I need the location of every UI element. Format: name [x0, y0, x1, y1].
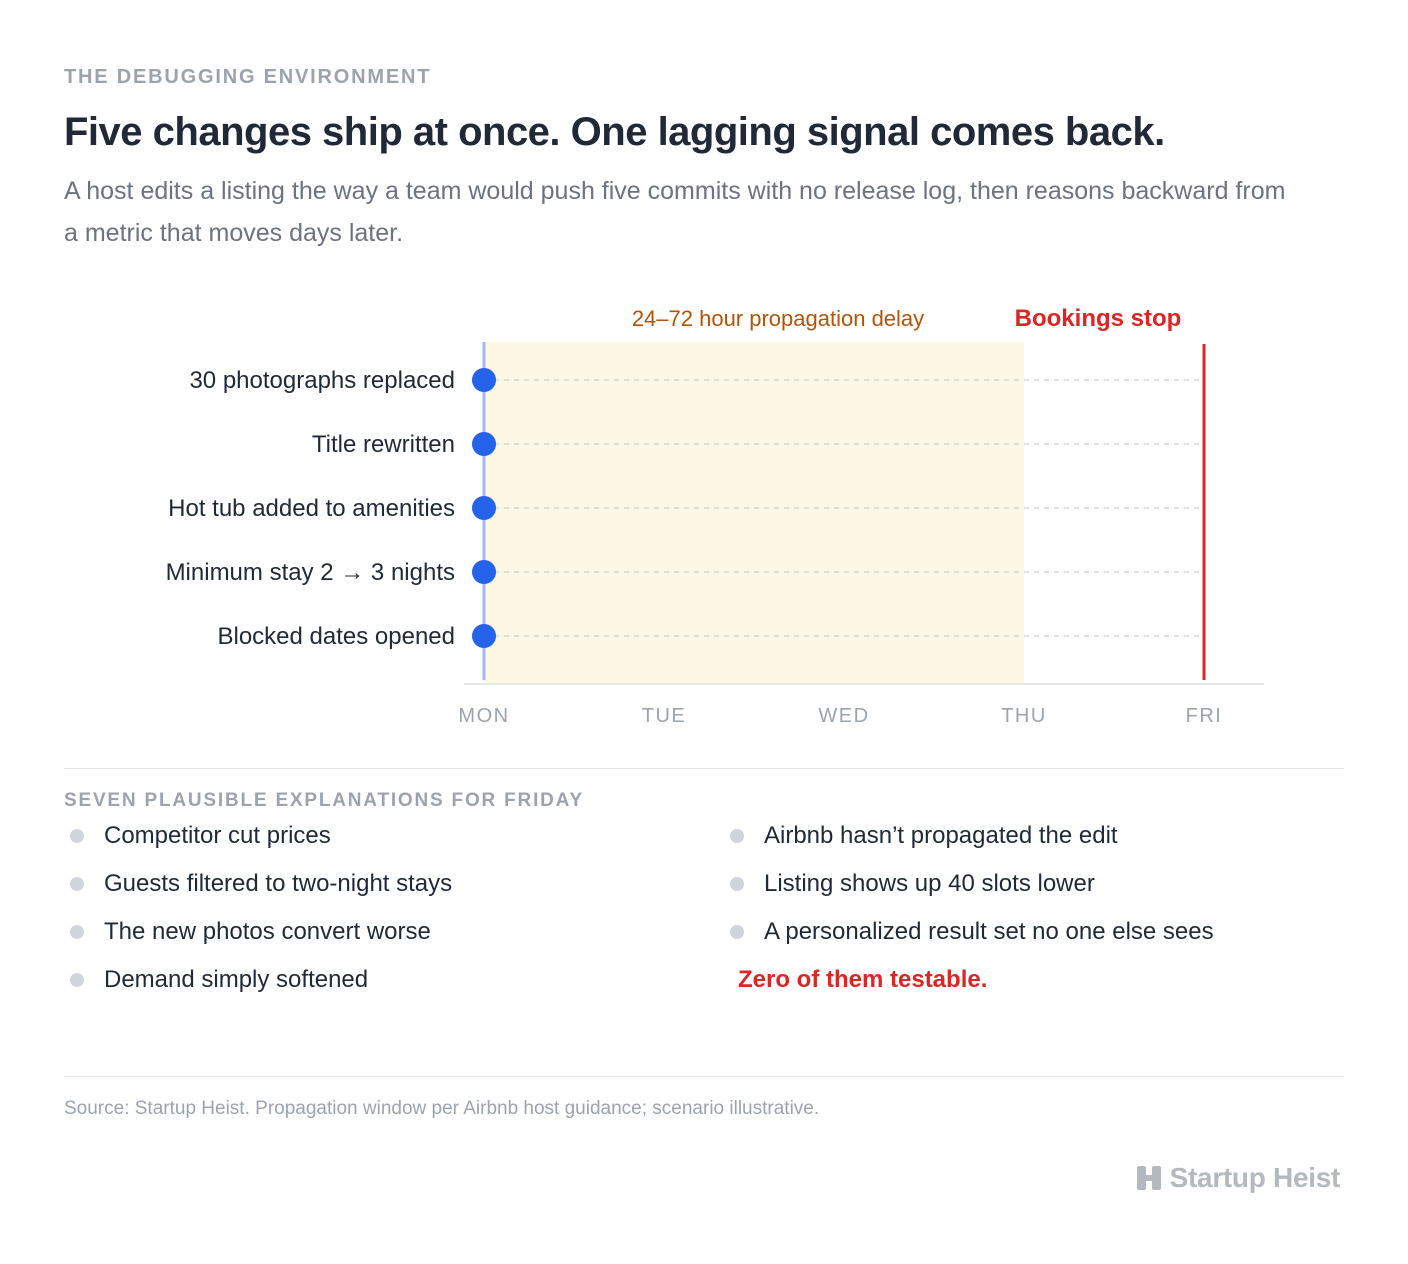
propagation-band-label: 24–72 hour propagation delay	[632, 306, 924, 331]
list-item-label: Listing shows up 40 slots lower	[764, 870, 1095, 897]
data-point	[472, 496, 496, 520]
bullet-icon	[70, 829, 84, 843]
data-point	[472, 560, 496, 584]
list-item-label: Airbnb hasn’t propagated the edit	[764, 822, 1118, 849]
list-item-label: A personalized result set no one else se…	[764, 918, 1214, 945]
data-point	[472, 624, 496, 648]
explanations-list-left: Competitor cut prices Guests filtered to…	[64, 812, 452, 1004]
page-title: Five changes ship at once. One lagging s…	[64, 110, 1165, 154]
event-line-label: Bookings stop	[1015, 305, 1182, 332]
bullet-icon	[70, 973, 84, 987]
x-tick-label: MON	[458, 705, 509, 727]
y-tick-label: Title rewritten	[312, 431, 455, 458]
x-tick-label: TUE	[642, 705, 687, 727]
source-note: Source: Startup Heist. Propagation windo…	[64, 1098, 820, 1119]
list-item-label: Guests filtered to two-night stays	[104, 870, 453, 897]
list-item: Demand simply softened	[64, 956, 452, 1004]
propagation-band	[484, 342, 1024, 684]
y-tick-label: Blocked dates opened	[217, 623, 455, 650]
x-tick-label: WED	[818, 705, 869, 727]
list-item: The new photos convert worse	[64, 908, 452, 956]
eyebrow-label: THE DEBUGGING ENVIRONMENT	[64, 66, 432, 88]
y-tick-label: Hot tub added to amenities	[168, 495, 455, 522]
bullet-icon	[730, 829, 744, 843]
explanations-heading: SEVEN PLAUSIBLE EXPLANATIONS FOR FRIDAY	[64, 790, 584, 811]
list-item: Guests filtered to two-night stays	[64, 860, 452, 908]
x-tick-label: THU	[1001, 705, 1047, 727]
x-tick-label: FRI	[1186, 705, 1223, 727]
divider-bottom	[64, 1076, 1344, 1077]
y-tick-label: 30 photographs replaced	[189, 367, 455, 394]
bullet-icon	[730, 877, 744, 891]
list-item-label: Demand simply softened	[104, 966, 369, 993]
divider-top	[64, 768, 1344, 769]
conclusion-text: Zero of them testable.	[738, 966, 988, 993]
y-tick-label: Minimum stay 2 → 3 nights	[166, 559, 455, 586]
timeline-chart: 24–72 hour propagation delay Bookings sto…	[166, 305, 1264, 727]
bullet-icon	[70, 877, 84, 891]
startup-heist-logo-icon	[1136, 1165, 1162, 1191]
brand-logo: Startup Heist	[1136, 1162, 1340, 1194]
list-item: Listing shows up 40 slots lower	[724, 860, 1214, 908]
brand-name: Startup Heist	[1169, 1162, 1341, 1193]
bullet-icon	[70, 925, 84, 939]
list-item-label: The new photos convert worse	[104, 918, 431, 945]
explanations-list-right: Airbnb hasn’t propagated the edit Listin…	[724, 812, 1214, 956]
list-item: A personalized result set no one else se…	[724, 908, 1214, 956]
list-item: Competitor cut prices	[64, 812, 452, 860]
list-item-label: Competitor cut prices	[104, 822, 331, 849]
bullet-icon	[730, 925, 744, 939]
list-item: Airbnb hasn’t propagated the edit	[724, 812, 1214, 860]
data-point	[472, 368, 496, 392]
data-point	[472, 432, 496, 456]
page-subtitle: A host edits a listing the way a team wo…	[64, 177, 1286, 247]
